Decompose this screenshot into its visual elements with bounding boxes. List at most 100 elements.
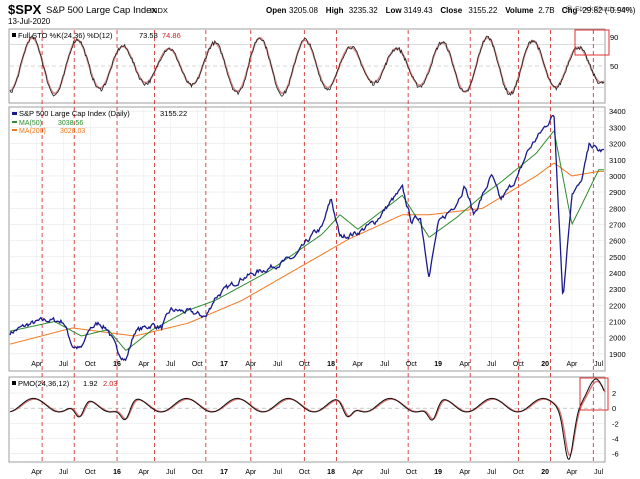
pmo-legend-name: PMO(24,36,12) [18,379,70,388]
pmo-y-tick: 0 [612,404,616,413]
pmo-x-label: Apr [138,469,150,476]
pmo-line [9,378,605,461]
price-x-label: Apr [459,361,471,368]
price-x-label: Apr [352,361,364,368]
price-x-label: Jul [487,361,496,368]
ohlc-value-close: 3155.22 [468,6,497,15]
price-lines [9,114,605,362]
price-y-tick: 2500 [609,253,626,262]
pmo-x-label: Jul [273,469,282,476]
price-x-label: 18 [327,361,335,368]
pmo-x-label: Jul [59,469,68,476]
pmo-x-label: 17 [220,469,228,476]
price-x-label: Jul [59,361,68,368]
ma50-legend-name: MA(50) [19,120,42,127]
pmo-x-label: Jul [166,469,175,476]
ohlc-label-high: High [326,6,344,15]
price-x-label: Jul [380,361,389,368]
ma200-legend-last: 3028.03 [60,128,85,135]
price-x-label: Oct [192,361,203,368]
price-legend-last: 3155.22 [160,109,187,118]
pmo-x-label: Oct [513,469,524,476]
price-x-label: Jul [273,361,282,368]
y-axis-ticks: 90 50 3400 3300 3200 3100 3000 2900 2800 2700 2600… [609,33,626,458]
pmo-x-label: Oct [299,469,310,476]
sto-y-tick: 90 [610,33,618,42]
pmo-x-label: Apr [459,469,471,476]
pmo-lines [9,378,606,461]
pmo-x-label: 19 [434,469,442,476]
pmo-x-label: Apr [245,469,257,476]
pmo-signal: 2.03 [103,379,118,388]
grid [10,44,604,454]
pmo-y-tick: -2 [612,419,619,428]
price-x-label: Jul [594,361,603,368]
price-y-tick: 2700 [609,220,626,229]
index-name: S&P 500 Large Cap Index [46,5,156,16]
price-x-label: 20 [541,361,549,368]
pmo-x-label: 18 [327,469,335,476]
pmo-x-label: Apr [31,469,43,476]
price-y-tick: 2600 [609,237,626,246]
price-x-label: Apr [566,361,578,368]
ohlc-value-low: 3149.43 [404,6,433,15]
pmo-x-label: 20 [541,469,549,476]
pmo-x-label: Jul [380,469,389,476]
sto-k-line [9,34,605,97]
ohlc-label-chg: Chg [562,6,578,15]
price-x-label: Jul [166,361,175,368]
stochastic-lines [9,34,605,97]
pmo-legend: PMO(24,36,12) 1.92 2.03 [12,379,118,388]
ohlc-label-volume: Volume [505,6,534,15]
price-x-label: Apr [138,361,150,368]
ohlc-value-chg: -29.82 (-0.94%) [580,6,636,15]
price-y-tick: 2100 [609,317,626,326]
ohlc-label-open: Open [266,6,287,15]
pmo-panel [8,376,606,463]
price-y-tick: 1900 [609,350,626,359]
price-line [9,114,605,362]
ma50-legend-last: 3038.56 [58,120,83,127]
price-y-tick: 2400 [609,269,626,278]
price-x-label: Oct [85,361,96,368]
pmo-value: 1.92 [83,379,98,388]
price-x-label: Apr [31,361,43,368]
sto-y-tick: 50 [610,62,618,71]
price-y-tick: 2200 [609,301,626,310]
ohlc-label-close: Close [440,6,462,15]
price-y-tick: 3400 [609,107,626,116]
pmo-x-label: Jul [487,469,496,476]
price-legend-name: S&P 500 Large Cap Index (Daily) [19,109,130,118]
price-y-tick: 3100 [609,156,626,165]
watermark: @ StockCharts.com [565,4,632,13]
x-axis-labels: Apr Apr Jul Jul Oct Oct 16 16 Apr Apr Jul Jul Oct Oct… [31,361,603,476]
ohlc-value-high: 3235.32 [349,6,378,15]
price-y-tick: 3000 [609,172,626,181]
ohlc-value-volume: 2.7B [538,6,554,15]
price-legend: S&P 500 Large Cap Index (Daily) 3155.22 … [12,109,187,135]
pmo-y-tick: 2 [612,389,616,398]
price-x-label: 19 [434,361,442,368]
pmo-x-label: Oct [406,469,417,476]
red-dashed-markers [41,30,594,462]
chart-date: 13-Jul-2020 [8,17,51,26]
ohlc-label-low: Low [386,6,403,15]
symbol: $SPX [8,2,42,17]
price-x-label: Apr [245,361,257,368]
price-y-tick: 2300 [609,285,626,294]
price-x-label: 16 [113,361,121,368]
price-y-tick: 3200 [609,140,626,149]
pmo-x-label: Oct [192,469,203,476]
sto-d-value: 74.86 [162,31,181,40]
pmo-x-label: Jul [594,469,603,476]
pmo-x-label: Oct [85,469,96,476]
price-x-label: Oct [406,361,417,368]
price-x-label: Oct [513,361,524,368]
exchange: INDX [150,6,168,15]
pmo-highlight-box [579,377,609,411]
price-y-tick: 3300 [609,123,626,132]
pmo-x-label: 16 [113,469,121,476]
price-y-tick: 2800 [609,204,626,213]
ohlc-value-open: 3205.08 [289,6,318,15]
